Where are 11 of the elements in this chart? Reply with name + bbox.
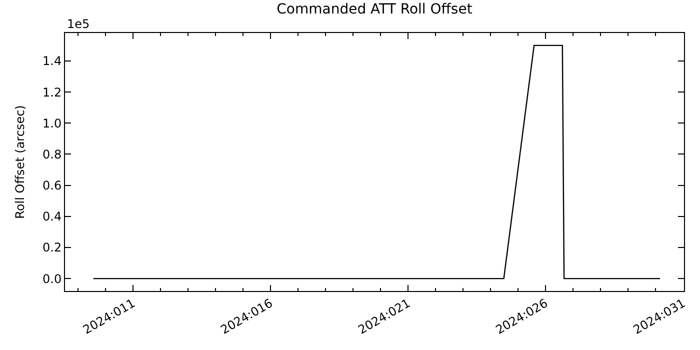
y-tick-label: 1.0 [42, 116, 62, 130]
y-axis-title: Roll Offset (arcsec) [12, 105, 27, 219]
y-tick-label: 0.2 [42, 240, 62, 255]
chart-title: Commanded ATT Roll Offset [276, 1, 473, 18]
y-tick-label: 0.4 [42, 210, 62, 224]
y-tick-label: 0.6 [42, 178, 62, 193]
y-tick-label: 0.0 [42, 272, 62, 286]
y-tick-label: 0.8 [42, 147, 62, 162]
y-tick-label: 1.4 [42, 54, 62, 68]
y-tick-label: 1.2 [42, 85, 62, 100]
text: 1e5 [67, 17, 90, 31]
